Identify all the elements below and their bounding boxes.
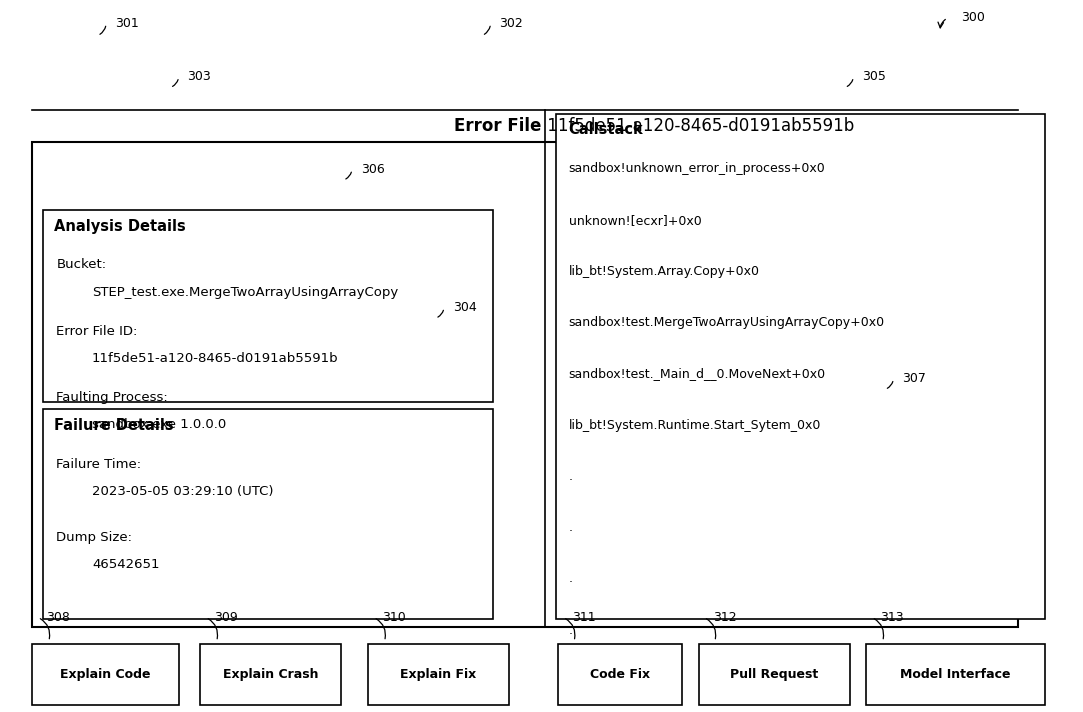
Text: .: . bbox=[569, 521, 573, 534]
Text: .: . bbox=[569, 624, 573, 637]
Text: 302: 302 bbox=[499, 17, 523, 30]
Text: Explain Code: Explain Code bbox=[61, 668, 151, 681]
Bar bbox=[32, 142, 1018, 627]
Text: 312: 312 bbox=[713, 611, 736, 624]
Bar bbox=[368, 644, 509, 705]
Text: Code Fix: Code Fix bbox=[590, 668, 650, 681]
Text: Faulting Process:: Faulting Process: bbox=[56, 391, 168, 404]
Text: 306: 306 bbox=[361, 163, 384, 176]
Text: Error File: Error File bbox=[454, 117, 542, 135]
Text: sandbox!unknown_error_in_process+0x0: sandbox!unknown_error_in_process+0x0 bbox=[569, 162, 825, 175]
Bar bbox=[200, 644, 341, 705]
Bar bbox=[558, 644, 682, 705]
Text: 11f5de51-a120-8465-d0191ab5591b: 11f5de51-a120-8465-d0191ab5591b bbox=[92, 352, 339, 365]
Text: STEP_test.exe.MergeTwoArrayUsingArrayCopy: STEP_test.exe.MergeTwoArrayUsingArrayCop… bbox=[92, 286, 399, 298]
Text: 309: 309 bbox=[214, 611, 238, 624]
Bar bbox=[32, 644, 179, 705]
Text: Failure Details: Failure Details bbox=[54, 418, 173, 433]
Text: Model Interface: Model Interface bbox=[900, 668, 1012, 681]
Text: Error File ID:: Error File ID: bbox=[56, 325, 138, 337]
Text: 310: 310 bbox=[382, 611, 406, 624]
Text: Dump Size:: Dump Size: bbox=[56, 531, 132, 544]
Text: 300: 300 bbox=[961, 11, 984, 24]
Text: lib_bt!System.Array.Copy+0x0: lib_bt!System.Array.Copy+0x0 bbox=[569, 265, 759, 278]
Text: 313: 313 bbox=[880, 611, 904, 624]
Text: 11f5de51-a120-8465-d0191ab5591b: 11f5de51-a120-8465-d0191ab5591b bbox=[542, 117, 853, 135]
Text: Callstack: Callstack bbox=[569, 122, 643, 137]
Text: Explain Fix: Explain Fix bbox=[401, 668, 477, 681]
Text: Bucket:: Bucket: bbox=[56, 258, 106, 271]
Bar bbox=[43, 409, 493, 619]
Text: 311: 311 bbox=[572, 611, 596, 624]
Text: Explain Crash: Explain Crash bbox=[223, 668, 318, 681]
Bar bbox=[866, 644, 1045, 705]
Text: Failure Time:: Failure Time: bbox=[56, 458, 142, 471]
Bar bbox=[556, 114, 1045, 619]
Text: 305: 305 bbox=[862, 70, 886, 83]
Text: 46542651: 46542651 bbox=[92, 558, 159, 571]
Text: .: . bbox=[569, 470, 573, 483]
Text: Analysis Details: Analysis Details bbox=[54, 219, 186, 234]
Text: 2023-05-05 03:29:10 (UTC): 2023-05-05 03:29:10 (UTC) bbox=[92, 485, 274, 498]
Text: 308: 308 bbox=[47, 611, 70, 624]
Text: sandbox!test.MergeTwoArrayUsingArrayCopy+0x0: sandbox!test.MergeTwoArrayUsingArrayCopy… bbox=[569, 316, 885, 329]
Text: 304: 304 bbox=[453, 301, 477, 314]
Text: lib_bt!System.Runtime.Start_Sytem_0x0: lib_bt!System.Runtime.Start_Sytem_0x0 bbox=[569, 419, 821, 431]
Text: sandbox.exe 1.0.0.0: sandbox.exe 1.0.0.0 bbox=[92, 418, 226, 431]
Text: unknown![ecxr]+0x0: unknown![ecxr]+0x0 bbox=[569, 214, 702, 226]
Text: 303: 303 bbox=[187, 70, 211, 83]
Text: sandbox!test._Main_d__0.MoveNext+0x0: sandbox!test._Main_d__0.MoveNext+0x0 bbox=[569, 367, 825, 380]
Bar bbox=[699, 644, 850, 705]
Text: Pull Request: Pull Request bbox=[730, 668, 819, 681]
Bar bbox=[43, 210, 493, 402]
Text: 307: 307 bbox=[902, 372, 926, 385]
Text: 301: 301 bbox=[115, 17, 139, 30]
Text: .: . bbox=[569, 572, 573, 585]
